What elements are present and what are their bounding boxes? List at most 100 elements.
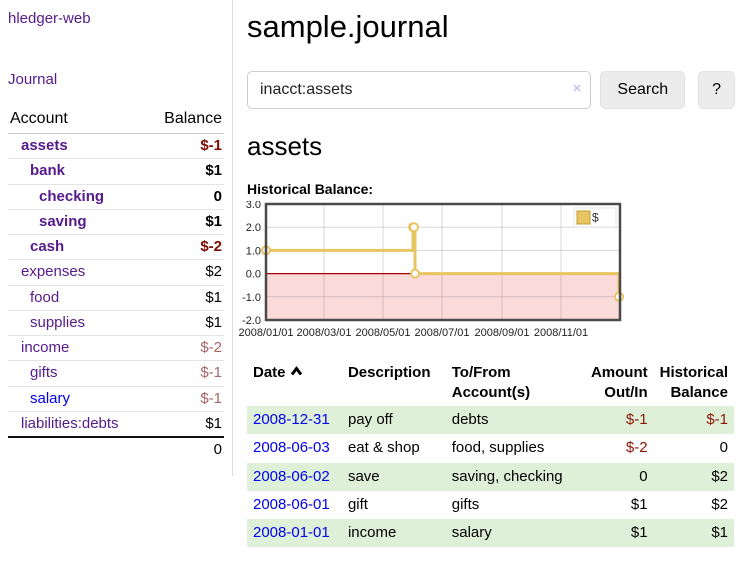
balance-cell: 0 bbox=[719, 439, 728, 457]
account-link[interactable]: gifts bbox=[30, 364, 58, 382]
register-row: 2008-06-03 eat & shop food, supplies $-2 0 bbox=[247, 434, 734, 462]
y-axis-tick-label: 1.0 bbox=[246, 246, 261, 258]
accounts-total-value: 0 bbox=[147, 435, 224, 463]
register-header-date[interactable]: Date bbox=[247, 359, 342, 406]
account-balance: $-1 bbox=[147, 386, 224, 412]
x-axis-tick-label: 2008/01/01 bbox=[238, 327, 293, 339]
description-cell: income bbox=[341, 519, 446, 548]
register-header-accounts: To/From Account(s) bbox=[451, 364, 531, 401]
legend-swatch bbox=[576, 210, 591, 225]
transaction-date-link[interactable]: 2008-12-31 bbox=[253, 411, 330, 429]
account-row: expenses $2 bbox=[8, 259, 224, 286]
account-row: gifts $-1 bbox=[8, 360, 224, 387]
register-header-amount: Amount Out/In bbox=[590, 364, 648, 401]
account-row: cash $-2 bbox=[8, 234, 224, 261]
register-table-body: 2008-12-31 pay off debts $-1 $-1 2008-06-03 ea… bbox=[247, 406, 734, 548]
x-axis-tick-label: 2008/09/01 bbox=[474, 327, 529, 339]
y-axis-tick-label: -1.0 bbox=[242, 292, 261, 304]
transaction-date-link[interactable]: 2008-06-01 bbox=[253, 495, 330, 513]
main-content: sample.journal × Search ? assets Histori… bbox=[233, 0, 742, 548]
amount-cell: $1 bbox=[575, 519, 654, 548]
account-row: income $-2 bbox=[8, 335, 224, 362]
sort-ascending-icon bbox=[290, 366, 302, 376]
account-balance: $-2 bbox=[147, 234, 224, 261]
app-title-link[interactable]: hledger-web bbox=[8, 10, 91, 27]
account-link[interactable]: expenses bbox=[21, 263, 86, 281]
help-button[interactable]: ? bbox=[698, 70, 735, 109]
description-cell: gift bbox=[347, 495, 368, 513]
accounts-cell: salary bbox=[445, 519, 576, 548]
date-cell: 2008-12-31 bbox=[247, 406, 342, 435]
transaction-date-link[interactable]: 2008-06-03 bbox=[253, 439, 330, 457]
search-input-wrap: × bbox=[247, 70, 592, 109]
account-row: assets $-1 bbox=[8, 133, 224, 160]
date-cell: 2008-06-03 bbox=[247, 434, 342, 462]
register-row: 2008-06-01 gift gifts $1 $2 bbox=[247, 491, 734, 519]
data-point-marker bbox=[410, 268, 420, 279]
negative-region bbox=[266, 273, 620, 321]
account-link[interactable]: bank bbox=[30, 162, 66, 180]
description-cell: eat & shop bbox=[347, 439, 420, 457]
account-link[interactable]: assets bbox=[21, 137, 68, 154]
accounts-balance-table: Account Balance assets $-1 bank $1 checking 0… bbox=[8, 107, 224, 463]
accounts-header-row: Account Balance bbox=[8, 107, 224, 134]
sidebar-item-journal[interactable]: Journal bbox=[8, 71, 58, 88]
account-link[interactable]: cash bbox=[30, 238, 65, 255]
register-account-heading: assets bbox=[247, 130, 323, 161]
accounts-header-account: Account bbox=[8, 107, 148, 134]
account-balance: $1 bbox=[147, 158, 224, 185]
account-row: supplies $1 bbox=[8, 310, 224, 337]
account-balance: $1 bbox=[147, 411, 224, 438]
page-title: sample.journal bbox=[247, 9, 449, 44]
account-link[interactable]: liabilities:debts bbox=[21, 414, 119, 432]
total-spacer bbox=[8, 435, 148, 463]
accounts-cell: gifts bbox=[451, 495, 480, 513]
y-axis-tick-label: 3.0 bbox=[246, 201, 261, 211]
account-balance: $1 bbox=[147, 310, 224, 337]
register-row: 2008-06-02 save saving, checking 0 $2 bbox=[247, 462, 734, 491]
date-header-label: Date bbox=[253, 364, 286, 382]
account-balance: $1 bbox=[147, 285, 224, 311]
account-row: saving $1 bbox=[8, 209, 224, 236]
balance-cell: $2 bbox=[653, 462, 734, 491]
x-axis-tick-label: 2008/07/01 bbox=[414, 327, 469, 339]
plot-frame bbox=[264, 202, 622, 322]
account-link[interactable]: food bbox=[30, 288, 60, 306]
x-axis-tick-label: 2008/11/01 bbox=[534, 327, 588, 339]
description-cell: pay off bbox=[341, 406, 446, 435]
search-bar: × Search ? bbox=[247, 70, 735, 109]
sidebar: hledger-web Journal Account Balance asse… bbox=[0, 0, 233, 477]
account-link[interactable]: supplies bbox=[30, 313, 86, 331]
accounts-cell: food, supplies bbox=[451, 439, 545, 457]
amount-cell: $1 bbox=[630, 495, 648, 513]
x-axis-tick-label: 2008/05/01 bbox=[355, 327, 410, 339]
date-cell: 2008-06-02 bbox=[247, 462, 342, 491]
legend-label: $ bbox=[592, 211, 599, 225]
account-balance: $1 bbox=[147, 209, 224, 236]
account-row: bank $1 bbox=[8, 158, 224, 185]
transaction-date-link[interactable]: 2008-06-02 bbox=[253, 467, 330, 485]
y-axis-tick-label: 0.0 bbox=[246, 269, 261, 281]
register-row: 2008-01-01 income salary $1 $1 bbox=[247, 519, 734, 548]
account-row: salary $-1 bbox=[8, 386, 224, 412]
balance-cell: $2 bbox=[711, 495, 728, 513]
account-link[interactable]: salary bbox=[30, 389, 71, 407]
amount-cell: 0 bbox=[575, 462, 654, 491]
clear-search-icon[interactable]: × bbox=[572, 79, 582, 97]
search-button[interactable]: Search bbox=[600, 70, 686, 109]
transaction-date-link[interactable]: 2008-01-01 bbox=[253, 524, 330, 542]
account-balance: $-2 bbox=[147, 335, 224, 362]
account-link[interactable]: income bbox=[21, 339, 70, 356]
account-row: liabilities:debts $1 bbox=[8, 411, 224, 438]
accounts-cell: saving, checking bbox=[445, 462, 576, 491]
account-link[interactable]: saving bbox=[39, 212, 87, 230]
search-input[interactable] bbox=[247, 70, 592, 109]
account-balance: $-1 bbox=[147, 360, 224, 387]
register-header-balance: Historical Balance bbox=[659, 364, 728, 401]
y-axis-tick-label: 2.0 bbox=[246, 222, 261, 234]
register-row: 2008-12-31 pay off debts $-1 $-1 bbox=[247, 406, 734, 435]
x-axis-tick-label: 2008/03/01 bbox=[296, 327, 351, 339]
account-link[interactable]: checking bbox=[39, 187, 105, 205]
amount-cell: $-2 bbox=[625, 439, 648, 457]
